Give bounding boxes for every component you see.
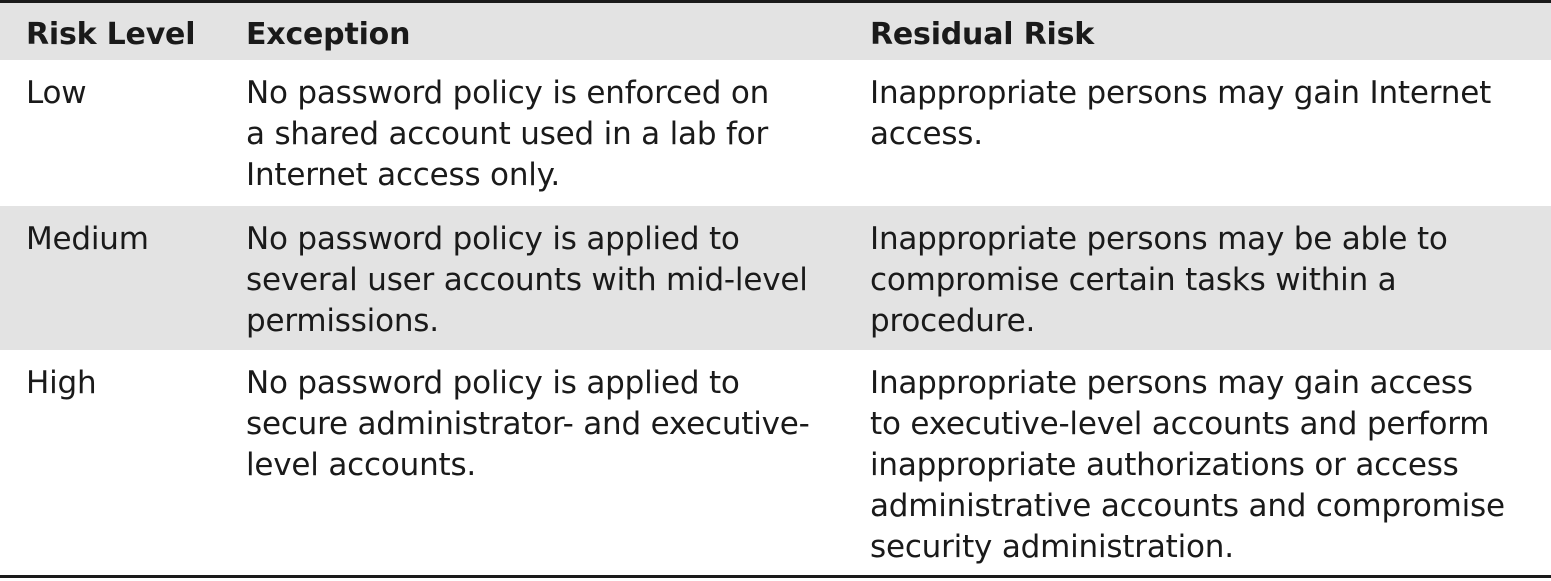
residual-risk-line: compromise certain tasks within a bbox=[870, 262, 1397, 298]
risk-level-cell: Medium bbox=[26, 221, 149, 257]
table-row: Low No password policy is enforced on a … bbox=[0, 60, 1551, 206]
risk-level-cell: High bbox=[26, 365, 97, 401]
residual-risk-cell: Inappropriate persons may gain Internet … bbox=[870, 73, 1551, 206]
risk-level-cell: Low bbox=[26, 75, 87, 111]
residual-risk-line: Inappropriate persons may gain access bbox=[870, 365, 1473, 401]
table-row: Medium No password policy is applied to … bbox=[0, 206, 1551, 350]
residual-risk-line: Inappropriate persons may gain Internet bbox=[870, 75, 1492, 111]
exception-line: No password policy is applied to bbox=[246, 365, 740, 401]
exception-line: permissions. bbox=[246, 303, 439, 339]
exception-line: No password policy is applied to bbox=[246, 221, 740, 257]
exception-cell: No password policy is enforced on a shar… bbox=[246, 73, 870, 206]
residual-risk-cell: Inappropriate persons may gain access to… bbox=[870, 363, 1551, 575]
residual-risk-line: to executive-level accounts and perform bbox=[870, 406, 1490, 442]
exception-line: secure administrator- and executive- bbox=[246, 406, 810, 442]
residual-risk-cell: Inappropriate persons may be able to com… bbox=[870, 219, 1551, 350]
exception-line: No password policy is enforced on bbox=[246, 75, 770, 111]
header-residual-risk: Residual Risk bbox=[870, 17, 1094, 52]
exception-line: level accounts. bbox=[246, 447, 477, 483]
residual-risk-line: procedure. bbox=[870, 303, 1036, 339]
residual-risk-line: Inappropriate persons may be able to bbox=[870, 221, 1448, 257]
exception-cell: No password policy is applied to secure … bbox=[246, 363, 870, 575]
header-risk-level: Risk Level bbox=[26, 17, 196, 52]
residual-risk-line: security administration. bbox=[870, 529, 1234, 565]
exception-line: Internet access only. bbox=[246, 157, 561, 193]
table-row: High No password policy is applied to se… bbox=[0, 350, 1551, 575]
residual-risk-line: inappropriate authorizations or access bbox=[870, 447, 1459, 483]
table-bottom-rule bbox=[0, 575, 1551, 578]
table-header-row: Risk Level Exception Residual Risk bbox=[0, 3, 1551, 60]
exception-line: a shared account used in a lab for bbox=[246, 116, 769, 152]
exception-cell: No password policy is applied to several… bbox=[246, 219, 870, 350]
exception-line: several user accounts with mid-level bbox=[246, 262, 808, 298]
header-exception: Exception bbox=[246, 17, 411, 52]
residual-risk-line: administrative accounts and compromise bbox=[870, 488, 1505, 524]
residual-risk-line: access. bbox=[870, 116, 983, 152]
